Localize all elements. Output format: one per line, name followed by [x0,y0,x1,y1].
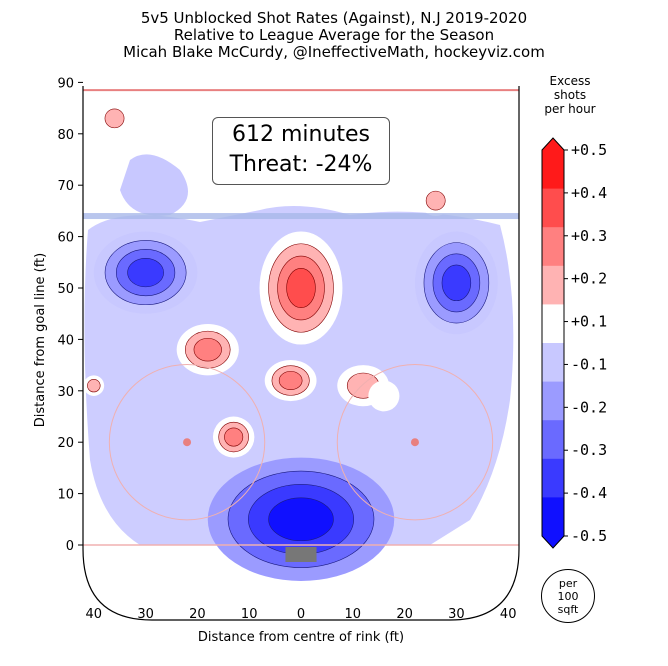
colorbar-top-arrow [542,138,564,150]
contour-point-right-3 [441,264,472,302]
faceoff-circle-0 [108,364,266,521]
x-tick-label-8: 40 [500,607,517,622]
colorbar-tick-label-6: -0.2 [571,398,607,416]
contour-left-circle-top-2 [193,337,222,362]
x-tick-label-5: 10 [345,607,362,622]
contour-point-left-3 [127,257,164,288]
minutes-label: 612 minutes [231,122,371,147]
colorbar-title-line3: per hour [544,102,596,116]
colorbar-tick-label-8: -0.4 [571,484,607,502]
faceoff-dot-1 [410,438,419,447]
colorbar-segment-6 [542,381,564,421]
colorbar-segment-8 [542,458,564,498]
y-tick-label-0: 0 [66,539,74,554]
contour-top-left-1 [104,108,125,129]
per-area-line3: sqft [557,603,579,616]
faceoff-circle-1 [336,364,494,521]
colorbar-segment-1 [542,188,564,228]
y-tick-label-60: 60 [57,231,74,246]
contour-slot-3 [268,497,334,542]
colorbar-segment-5 [542,343,564,383]
y-axis-label: Distance from goal line (ft) [33,253,48,427]
contour-far-left-1 [87,379,101,393]
y-tick-label-80: 80 [57,128,74,143]
colorbar-segment-2 [542,227,564,267]
y-tick-label-40: 40 [57,333,74,348]
colorbar-tick-label-3: +0.2 [571,270,607,288]
per-area-badge: per 100 sqft [541,569,595,623]
x-tick-label-0: 40 [86,607,103,622]
y-tick-label-90: 90 [57,76,74,91]
x-tick-label-7: 30 [448,607,465,622]
colorbar-segment-0 [542,150,564,190]
chart-title-line1: 5v5 Unblocked Shot Rates (Against), N.J … [140,9,528,27]
threat-summary-box: 612 minutes Threat: -24% [212,117,390,185]
colorbar-tick-label-2: +0.3 [571,227,607,245]
colorbar-tick-label-9: -0.5 [571,527,607,545]
y-tick-label-10: 10 [57,488,74,503]
per-area-line1: per [558,577,578,590]
colorbar-segment-3 [542,265,564,305]
colorbar-bottom-arrow [542,536,564,548]
x-axis-label: Distance from centre of rink (ft) [198,630,404,645]
threat-label: Threat: -24% [229,152,373,177]
colorbar-tick-label-4: +0.1 [571,313,607,331]
y-tick-label-50: 50 [57,282,74,297]
contour-right-low-dot-0 [368,380,400,412]
colorbar-segment-9 [542,497,564,537]
colorbar-tick-label-7: -0.3 [571,441,607,459]
colorbar-segment-7 [542,420,564,460]
top-left-region [120,154,188,216]
y-tick-label-20: 20 [57,436,74,451]
colorbar-tick-label-0: +0.5 [571,141,607,159]
y-tick-label-30: 30 [57,385,74,400]
per-area-line2: 100 [557,590,579,603]
rink-outline [82,86,520,621]
contour-left-low-2 [224,427,244,447]
x-tick-label-6: 20 [396,607,413,622]
colorbar-title-line1: Excess [549,74,591,88]
colorbar-segment-4 [542,304,564,344]
colorbar-tick-label-5: -0.1 [571,355,607,373]
colorbar-tick-label-1: +0.4 [571,184,607,202]
contour-centre-mid-2 [278,371,303,390]
blue-line [83,213,519,220]
chart-title-line2: Relative to League Average for the Seaso… [173,26,495,44]
y-tick-label-70: 70 [57,179,74,194]
colorbar-title: Excess shots per hour [530,74,610,116]
x-tick-label-4: 0 [297,607,305,622]
contour-top-right-1 [425,190,446,211]
colorbar-title-line2: shots [553,88,587,102]
chart-title-line3: Micah Blake McCurdy, @IneffectiveMath, h… [123,43,545,61]
x-tick-label-3: 10 [241,607,258,622]
goal-net [285,547,317,562]
x-tick-label-2: 20 [189,607,206,622]
contour-high-centre-3 [286,268,316,308]
faceoff-dot-0 [183,438,192,447]
x-tick-label-1: 30 [137,607,154,622]
